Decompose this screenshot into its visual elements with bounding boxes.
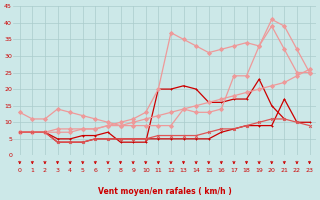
X-axis label: Vent moyen/en rafales ( km/h ): Vent moyen/en rafales ( km/h ) (98, 187, 231, 196)
